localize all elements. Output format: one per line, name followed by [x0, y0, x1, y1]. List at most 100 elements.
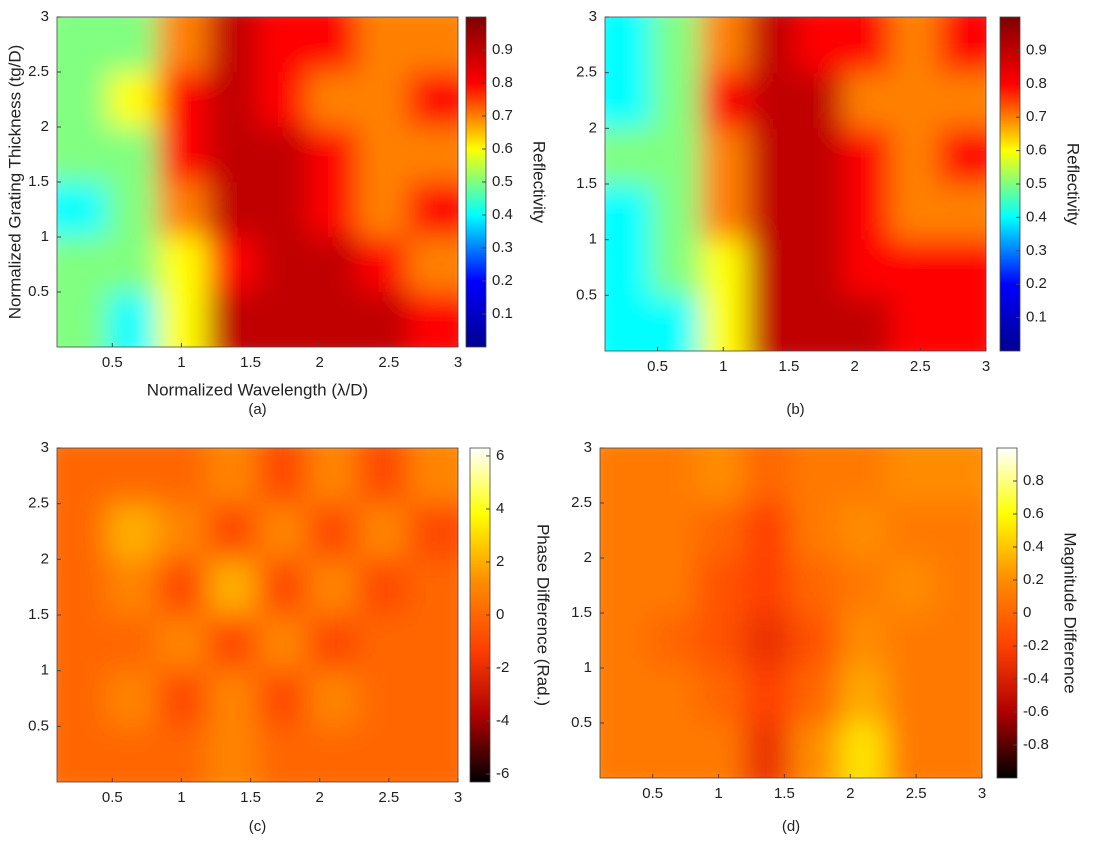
- heat-cell: [207, 72, 259, 128]
- heat-cell: [57, 127, 109, 183]
- heat-cell: [605, 72, 654, 130]
- heatmap-cells: [605, 17, 986, 351]
- heat-cell: [307, 182, 359, 238]
- colorbar-tick-label: 0.7: [492, 107, 513, 124]
- y-tick-label: 3: [41, 439, 49, 456]
- heat-cell: [747, 184, 797, 241]
- y-tick-label: 2: [584, 549, 592, 566]
- x-tick-label: 1: [177, 789, 185, 806]
- heat-cell: [407, 72, 458, 128]
- heatmap-cells: [600, 448, 982, 778]
- colorbar-tick-label: 0.1: [492, 305, 513, 322]
- x-tick-label: 0.5: [102, 789, 123, 806]
- heat-cell: [207, 503, 259, 561]
- heat-cell: [357, 17, 409, 73]
- heat-cell: [307, 448, 359, 505]
- heat-cell: [407, 292, 458, 347]
- panel-caption: (d): [782, 818, 800, 835]
- heat-cell: [938, 295, 986, 351]
- heat-cell: [695, 448, 745, 504]
- heat-cell: [743, 723, 792, 778]
- heat-cell: [57, 17, 109, 73]
- colorbar-tick-label: -0.6: [1023, 703, 1049, 720]
- y-tick-label: 2: [589, 119, 597, 136]
- heat-cell: [695, 668, 745, 724]
- heat-cell: [600, 723, 649, 778]
- heat-cell: [157, 503, 209, 561]
- heat-cell: [57, 72, 109, 128]
- heat-cell: [890, 128, 940, 185]
- heat-cell: [795, 184, 845, 241]
- heat-cell: [791, 668, 840, 724]
- panel: 0.5 1 1.5 2 2.5 3 0.5 1 1.5 2 2.5 3 -0.8 -0.6 -0.4 -0.2…: [571, 439, 1079, 835]
- y-tick-label: 1: [41, 662, 49, 679]
- heat-cell: [934, 668, 982, 724]
- heat-cell: [938, 128, 986, 185]
- heat-cell: [257, 72, 309, 128]
- heat-cell: [890, 295, 940, 351]
- heat-cell: [107, 292, 159, 347]
- heat-cell: [652, 184, 702, 241]
- heat-cell: [157, 127, 209, 183]
- x-tick-label: 3: [454, 354, 462, 371]
- heat-cell: [307, 17, 359, 73]
- heat-cell: [407, 615, 458, 672]
- heat-cell: [157, 292, 209, 347]
- heat-cell: [605, 239, 654, 297]
- heat-cell: [700, 17, 749, 74]
- y-tick-label: 2: [41, 550, 49, 567]
- x-tick-label: 1: [719, 358, 727, 375]
- x-tick-label: 1: [177, 354, 185, 371]
- heat-cell: [107, 237, 159, 293]
- panel: 0.5 1 1.5 2 2.5 3 0.5 1 1.5 2 2.5 3 -6 -4 -2 0 2 4 6 Phase …: [28, 439, 552, 835]
- heat-cell: [700, 72, 749, 130]
- heat-cell: [695, 503, 745, 559]
- heat-cell: [407, 17, 458, 73]
- heatmap-cells: [57, 17, 458, 347]
- heat-cell: [838, 503, 888, 559]
- y-tick-label: 2.5: [576, 64, 597, 81]
- heat-cell: [743, 668, 792, 724]
- panel-caption: (c): [249, 818, 267, 835]
- colorbar-tick-label: 0: [496, 606, 504, 623]
- y-tick-label: 2: [41, 118, 49, 135]
- heat-cell: [357, 503, 409, 561]
- x-tick-label: 3: [454, 789, 462, 806]
- y-tick-label: 3: [589, 8, 597, 25]
- x-tick-label: 0.5: [102, 354, 123, 371]
- x-tick-label: 2.5: [906, 785, 927, 802]
- x-tick-label: 2: [316, 354, 324, 371]
- heat-cell: [890, 17, 940, 74]
- heat-cell: [795, 295, 845, 351]
- heat-cell: [695, 613, 745, 669]
- heat-cell: [307, 72, 359, 128]
- y-tick-label: 0.5: [571, 714, 592, 731]
- heat-cell: [600, 613, 649, 669]
- heat-cell: [107, 615, 159, 672]
- x-tick-label: 2: [850, 358, 858, 375]
- heat-cell: [157, 726, 209, 782]
- colorbar-tick-label: 0.8: [1023, 472, 1044, 489]
- heat-cell: [747, 295, 797, 351]
- colorbar-tick-label: 0.7: [1026, 108, 1047, 125]
- x-tick-label: 2: [316, 789, 324, 806]
- heat-cell: [107, 503, 159, 561]
- heat-cell: [57, 726, 109, 782]
- colorbar-tick-label: 4: [496, 500, 504, 517]
- y-tick-label: 1.5: [28, 606, 49, 623]
- heat-cell: [107, 670, 159, 728]
- y-tick-label: 2.5: [28, 495, 49, 512]
- heat-cell: [886, 448, 936, 504]
- heat-cell: [938, 184, 986, 241]
- heat-cell: [843, 184, 892, 241]
- heat-cell: [600, 558, 649, 614]
- heat-cell: [934, 503, 982, 559]
- heat-cell: [407, 127, 458, 183]
- colorbar-tick-label: 0.2: [492, 272, 513, 289]
- y-tick-label: 2.5: [28, 63, 49, 80]
- heat-cell: [207, 670, 259, 728]
- heat-cell: [107, 17, 159, 73]
- heat-cell: [700, 184, 749, 241]
- heat-cell: [107, 726, 159, 782]
- colorbar-tick-label: 0.3: [1026, 242, 1047, 259]
